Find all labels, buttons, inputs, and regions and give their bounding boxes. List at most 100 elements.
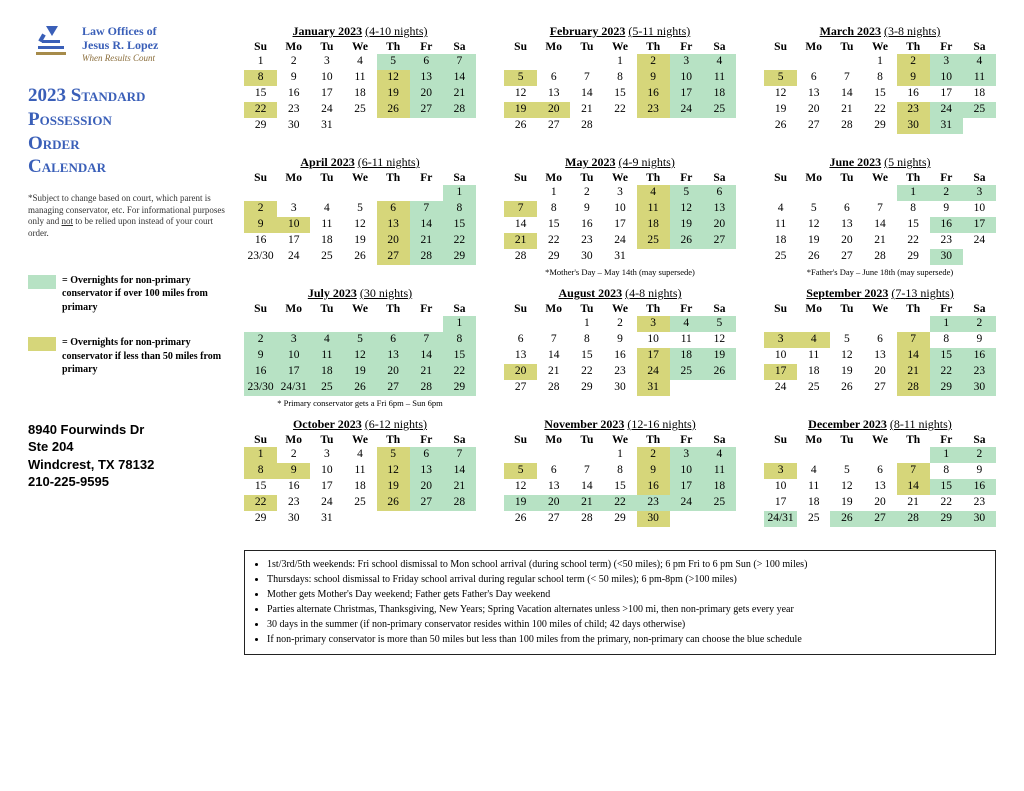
day-cell: 24/31	[277, 380, 310, 396]
month-header: August 2023 (4-8 nights)	[504, 286, 736, 301]
day-cell: 10	[310, 70, 343, 86]
day-cell: 27	[537, 118, 570, 134]
day-cell	[570, 447, 603, 463]
day-cell: 5	[343, 332, 376, 348]
day-cell	[410, 185, 443, 201]
day-cell: 22	[537, 233, 570, 249]
day-cell: 28	[537, 380, 570, 396]
day-cell	[797, 316, 830, 332]
gavel-icon	[28, 24, 74, 64]
day-cell: 26	[797, 249, 830, 265]
day-cell	[343, 511, 376, 527]
day-cell: 16	[277, 479, 310, 495]
day-cell: 31	[637, 380, 670, 396]
week-row: 2345678	[244, 201, 476, 217]
day-cell: 20	[830, 233, 863, 249]
day-cell: 7	[410, 332, 443, 348]
day-cell: 1	[443, 185, 476, 201]
day-cell: 20	[863, 495, 896, 511]
day-cell: 4	[797, 463, 830, 479]
week-row: 15161718192021	[244, 86, 476, 102]
day-cell: 9	[570, 201, 603, 217]
day-cell: 28	[504, 249, 537, 265]
day-cell: 22	[897, 233, 930, 249]
day-cell: 18	[343, 86, 376, 102]
week-row: 10111213141516	[764, 348, 996, 364]
day-cell: 28	[443, 102, 476, 118]
day-cell: 14	[537, 348, 570, 364]
day-cell: 18	[637, 217, 670, 233]
day-cell	[830, 185, 863, 201]
day-cell: 28	[897, 511, 930, 527]
day-cell: 19	[377, 86, 410, 102]
day-cell	[244, 185, 277, 201]
day-cell: 12	[377, 70, 410, 86]
dow-row: SuMoTuWeThFrSa	[244, 40, 476, 54]
day-cell: 29	[443, 249, 476, 265]
day-cell: 2	[277, 447, 310, 463]
day-cell: 23/30	[244, 380, 277, 396]
page-title: 2023 Standard Possession Order Calendar	[28, 84, 228, 179]
day-cell: 5	[703, 316, 736, 332]
day-cell: 6	[703, 185, 736, 201]
day-cell: 10	[764, 348, 797, 364]
day-cell: 19	[377, 479, 410, 495]
day-cell: 29	[930, 511, 963, 527]
day-cell: 27	[377, 380, 410, 396]
swatch-green	[28, 275, 56, 289]
day-cell: 12	[504, 479, 537, 495]
day-cell	[670, 249, 703, 265]
day-cell	[410, 118, 443, 134]
day-cell	[343, 316, 376, 332]
address-block: 8940 Fourwinds Dr Ste 204 Windcrest, TX …	[28, 421, 228, 491]
day-cell: 21	[570, 495, 603, 511]
day-cell: 10	[603, 201, 636, 217]
day-cell: 12	[764, 86, 797, 102]
day-cell	[504, 185, 537, 201]
day-cell: 24	[603, 233, 636, 249]
day-cell: 7	[537, 332, 570, 348]
day-cell	[637, 118, 670, 134]
day-cell: 27	[504, 380, 537, 396]
day-cell: 11	[637, 201, 670, 217]
day-cell: 1	[930, 447, 963, 463]
day-cell: 14	[830, 86, 863, 102]
day-cell: 18	[797, 495, 830, 511]
day-cell: 22	[570, 364, 603, 380]
day-cell: 11	[797, 348, 830, 364]
day-cell: 31	[310, 118, 343, 134]
day-cell: 13	[410, 70, 443, 86]
day-cell: 28	[830, 118, 863, 134]
day-cell: 3	[277, 332, 310, 348]
week-row: 293031	[244, 511, 476, 527]
day-cell: 29	[443, 380, 476, 396]
month-note: * Primary conservator gets a Fri 6pm – S…	[244, 398, 476, 409]
day-cell	[377, 185, 410, 201]
day-cell: 16	[963, 479, 996, 495]
day-cell: 4	[310, 201, 343, 217]
day-cell: 4	[797, 332, 830, 348]
day-cell: 24	[764, 380, 797, 396]
day-cell: 4	[637, 185, 670, 201]
day-cell: 9	[277, 70, 310, 86]
day-cell: 23	[277, 495, 310, 511]
day-cell: 30	[603, 380, 636, 396]
day-cell: 29	[930, 380, 963, 396]
day-cell: 16	[637, 479, 670, 495]
day-cell: 10	[930, 70, 963, 86]
day-cell: 15	[603, 86, 636, 102]
day-cell: 4	[703, 54, 736, 70]
day-cell: 10	[277, 348, 310, 364]
logo-tagline: When Results Count	[82, 53, 158, 64]
week-row: 11121314151617	[764, 217, 996, 233]
day-cell: 8	[443, 201, 476, 217]
day-cell: 9	[930, 201, 963, 217]
dow-row: SuMoTuWeThFrSa	[244, 433, 476, 447]
dow-row: SuMoTuWeThFrSa	[764, 302, 996, 316]
day-cell: 1	[603, 447, 636, 463]
day-cell	[443, 511, 476, 527]
day-cell: 25	[797, 511, 830, 527]
day-cell: 15	[244, 86, 277, 102]
day-cell: 19	[830, 364, 863, 380]
day-cell: 20	[504, 364, 537, 380]
